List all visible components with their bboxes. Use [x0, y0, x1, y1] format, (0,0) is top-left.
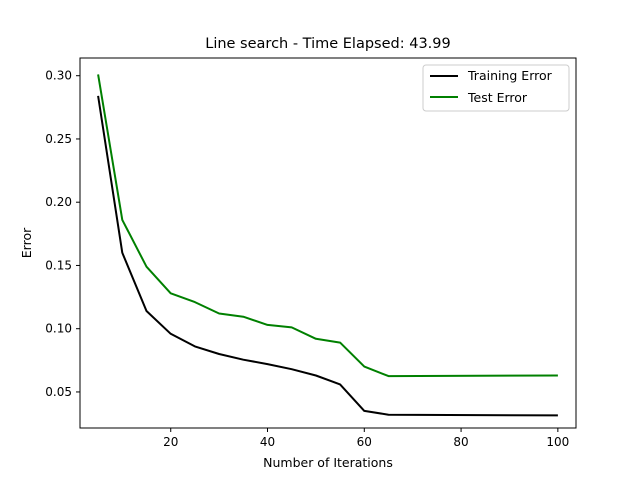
x-axis-ticks: 20 40 60 80 100: [163, 428, 569, 449]
x-axis-label: Number of Iterations: [263, 455, 393, 470]
x-tick-label: 60: [357, 435, 372, 449]
y-axis-label: Error: [19, 227, 34, 258]
x-tick-label: 100: [546, 435, 569, 449]
y-tick-label: 0.30: [45, 69, 72, 83]
y-tick-label: 0.20: [45, 195, 72, 209]
series-line-training-error: [97, 95, 558, 417]
x-tick-label: 20: [163, 435, 178, 449]
y-tick-label: 0.15: [45, 258, 72, 272]
plot-area: 20 40 60 80 100 0.05 0.10 0.15 0.20 0.25 0.30: [45, 57, 577, 449]
chart-title: Line search - Time Elapsed: 43.99: [205, 36, 451, 52]
legend-label-training-error: Training Error: [467, 68, 553, 83]
legend-label-test-error: Test Error: [467, 90, 528, 105]
x-tick-label: 40: [260, 435, 275, 449]
x-tick-label: 80: [453, 435, 468, 449]
plot-frame: [79, 57, 577, 429]
y-tick-label: 0.10: [45, 322, 72, 336]
y-tick-label: 0.05: [45, 385, 72, 399]
y-tick-label: 0.25: [45, 132, 72, 146]
series-layer: [97, 74, 558, 417]
legend: Training Error Test Error: [422, 64, 570, 112]
y-axis-ticks: 0.05 0.10 0.15 0.20 0.25 0.30: [45, 69, 80, 399]
legend-box: [422, 64, 570, 112]
series-line-test-error: [97, 74, 558, 378]
